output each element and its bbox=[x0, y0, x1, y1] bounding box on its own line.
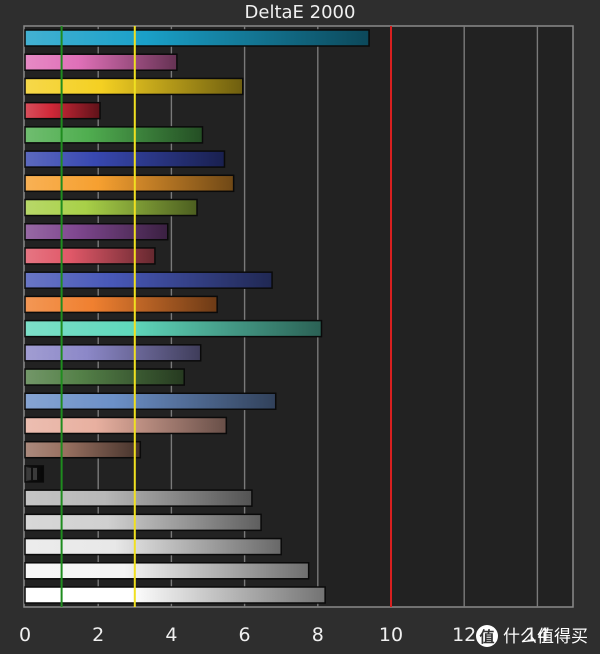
plot-area bbox=[23, 25, 574, 608]
x-tick-labels: 0 2 4 6 8 10 12 14 bbox=[19, 624, 550, 646]
bar bbox=[24, 174, 235, 193]
bar bbox=[24, 586, 326, 604]
bar bbox=[24, 53, 178, 71]
bar bbox=[24, 344, 202, 362]
x-tick-label: 0 bbox=[19, 624, 31, 646]
bar bbox=[24, 126, 204, 144]
bar-marker bbox=[33, 467, 37, 480]
x-tick-label: 10 bbox=[379, 624, 403, 646]
bar bbox=[24, 29, 370, 47]
watermark: 值 什么值得买 bbox=[476, 625, 588, 647]
reference-lines bbox=[60, 26, 392, 607]
x-tick-label: 2 bbox=[92, 624, 104, 646]
bar bbox=[24, 271, 273, 289]
bar bbox=[24, 489, 253, 507]
bar bbox=[24, 198, 198, 217]
bar bbox=[24, 295, 218, 314]
bar bbox=[24, 392, 277, 411]
bar bbox=[24, 150, 226, 168]
bar bbox=[24, 537, 282, 556]
bar bbox=[24, 368, 185, 386]
x-tick-label: 8 bbox=[312, 624, 324, 646]
bar bbox=[24, 416, 228, 435]
bar bbox=[24, 247, 156, 265]
x-tick-label: 6 bbox=[239, 624, 251, 646]
watermark-logo-icon bbox=[476, 625, 498, 647]
x-tick-label: 4 bbox=[165, 624, 177, 646]
bar bbox=[24, 222, 169, 241]
watermark-logo-glyph: 值 bbox=[479, 628, 494, 646]
bar bbox=[24, 319, 323, 338]
x-tick-label: 12 bbox=[452, 624, 476, 646]
watermark-text: 什么值得买 bbox=[503, 627, 588, 647]
bar bbox=[24, 513, 262, 532]
chart-title: DeltaE 2000 bbox=[245, 2, 356, 23]
x-tick-label: 14 bbox=[525, 624, 549, 646]
bar bbox=[24, 562, 310, 580]
bar bbox=[24, 440, 142, 459]
bar-marker bbox=[27, 467, 31, 480]
